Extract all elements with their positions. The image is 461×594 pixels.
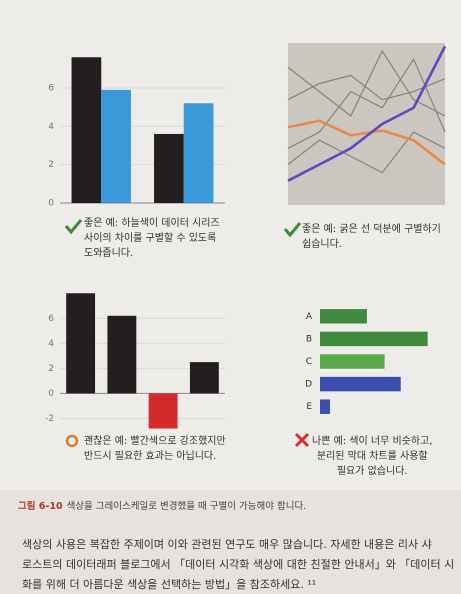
caption-line: 필요가 없습니다. (336, 466, 408, 477)
y-tick-label: 4 (48, 339, 54, 349)
caption-line: 분리된 막대 차트를 사용할 (316, 451, 428, 462)
body-line: 색상의 사용은 복잡한 주제이며 이와 관련된 연구도 매우 많습니다. 자세한… (22, 538, 432, 551)
circle-icon (65, 434, 79, 448)
figure-caption-text: 색상을 그레이스케일로 변경했을 때 구별이 가능해야 합니다. (66, 501, 307, 512)
line (287, 131, 446, 174)
bar (154, 133, 184, 203)
check-icon (283, 222, 302, 238)
y-tick-label: 6 (48, 314, 54, 324)
bar (320, 331, 428, 347)
caption-line: 좋은 예: 굵은 선 덕분에 구별하기 (302, 224, 441, 235)
bar (189, 362, 219, 394)
y-tick-label: 6 (48, 83, 54, 93)
plot-background (288, 43, 445, 205)
caption-line: 좋은 예: 하늘색이 데이터 시리즈 (84, 218, 220, 229)
y-tick-label: C (306, 357, 312, 367)
cross-icon (294, 432, 310, 448)
bar (66, 293, 96, 394)
caption-line: 반드시 필요한 효과는 아닙니다. (84, 451, 217, 462)
y-tick-label: 0 (48, 199, 54, 209)
figure-label: 그림 6-10 (18, 501, 63, 512)
check-icon (64, 219, 83, 235)
y-tick-label: B (306, 334, 312, 344)
bar (320, 399, 330, 414)
figure-charts: 0 2 4 6 -2 0 2 4 6 A B C D E (45, 43, 447, 448)
line (287, 45, 447, 182)
bar (320, 309, 367, 324)
caption-line: 나쁜 예: 색이 너무 비슷하고, (312, 436, 433, 447)
y-tick-label: 0 (48, 389, 54, 399)
caption-line: 도와줍니다. (84, 248, 134, 259)
bar (320, 376, 401, 392)
line (287, 119, 446, 166)
bar (183, 103, 214, 203)
bar (107, 315, 137, 394)
y-tick-label: 2 (48, 160, 54, 170)
body-line: 로스트의 데이터래퍼 블로그에서 「데이터 시각화 색상에 대한 친절한 안내서… (22, 558, 455, 571)
y-tick-label: A (306, 312, 313, 322)
line (287, 57, 446, 149)
y-tick-label: 4 (48, 122, 54, 132)
body-line: 화를 위해 더 아름다운 색상을 선택하는 방법」을 참조하세요. ¹¹ (22, 578, 317, 591)
bar (101, 89, 131, 203)
bar (320, 354, 385, 369)
figure-caption: 그림 6-10 색상을 그레이스케일로 변경했을 때 구별이 가능해야 합니다. (18, 498, 306, 512)
y-tick-label: -2 (45, 414, 54, 424)
bar (71, 57, 102, 204)
bar (148, 393, 178, 429)
y-tick-label: E (306, 402, 312, 412)
y-tick-label: 2 (48, 364, 54, 374)
caption-line: 괜찮은 예: 빨간색으로 강조했지만 (84, 436, 226, 447)
line (287, 49, 446, 117)
caption-line: 쉽습니다. (302, 239, 342, 250)
line (287, 74, 446, 101)
caption-line: 사이의 차이를 구별할 수 있도록 (84, 233, 217, 244)
y-tick-label: D (305, 380, 312, 390)
